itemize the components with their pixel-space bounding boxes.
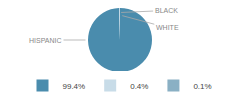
svg-text:BLACK: BLACK bbox=[155, 7, 178, 14]
svg-text:99.4%: 99.4% bbox=[63, 82, 86, 91]
svg-text:HISPANIC: HISPANIC bbox=[29, 37, 62, 44]
svg-text:0.1%: 0.1% bbox=[193, 82, 211, 91]
svg-text:0.4%: 0.4% bbox=[130, 82, 148, 91]
svg-text:WHITE: WHITE bbox=[156, 24, 179, 31]
